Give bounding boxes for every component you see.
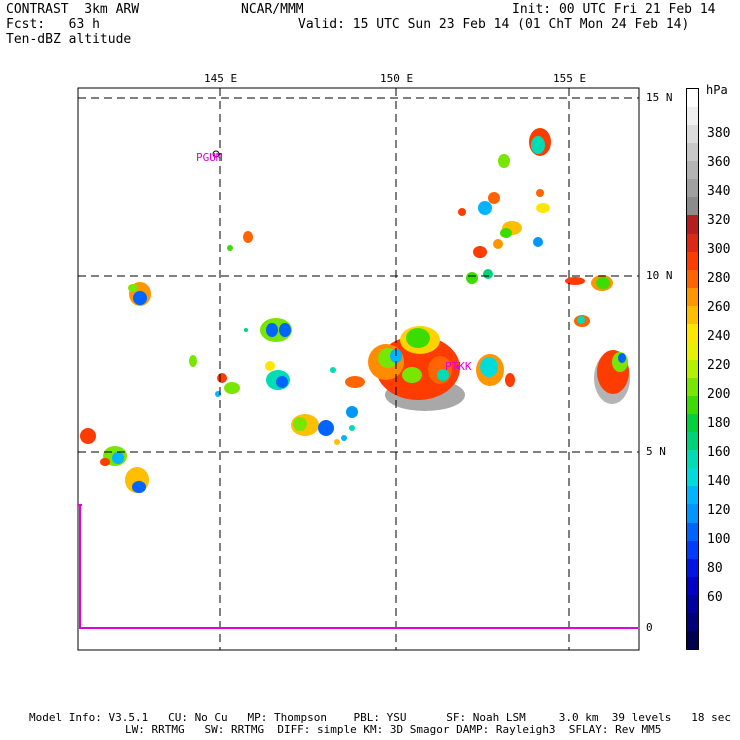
ptkk-marker [456,365,460,369]
forecast-hour: Fcst: 63 h [6,17,100,32]
graticule [78,88,639,650]
colorbar-swatch [687,107,698,126]
init-time: Init: 00 UTC Fri 21 Feb 14 [512,2,716,17]
colorbar-label: 380 [707,126,731,141]
colorbar-swatch [687,233,698,253]
colorbar-swatch [687,341,698,361]
lon-label-145e: 145 E [204,72,238,85]
colorbar-label: 60 [707,590,723,605]
valid-time: Valid: 15 UTC Sun 23 Feb 14 (01 ChT Mon … [298,17,690,32]
colorbar-label: 200 [707,387,731,402]
colorbar-swatch [687,630,698,650]
colorbar-label: 140 [707,474,731,489]
colorbar-swatch [687,215,698,234]
colorbar-swatch [687,305,698,325]
colorbar-unit: hPa [706,83,728,97]
colorbar-swatch [687,612,698,632]
model-info-line1: Model Info: V3.5.1 CU: No Cu MP: Thompso… [29,711,731,724]
model-info-line2: LW: RRTMG SW: RRTMG DIFF: simple KM: 3D … [125,723,662,736]
colorbar [686,88,699,650]
storm-cells [80,128,630,493]
inset-zero-label: 0 [646,621,653,634]
colorbar-label: 80 [707,561,723,576]
colorbar-swatch [687,161,698,180]
field-name: Ten-dBZ altitude [6,32,132,47]
station-label-ptkk: PTKK [445,360,472,373]
colorbar-label: 360 [707,155,731,170]
colorbar-label: 300 [707,242,731,257]
colorbar-swatch [687,468,698,487]
colorbar-swatch [687,359,698,379]
colorbar-label: 260 [707,300,731,315]
colorbar-swatch [687,323,698,343]
colorbar-label: 280 [707,271,731,286]
colorbar-label: 240 [707,329,731,344]
colorbar-swatch [687,396,698,415]
colorbar-swatch [687,594,698,614]
colorbar-swatch [687,378,698,397]
colorbar-swatch [687,450,698,469]
institution-label: NCAR/MMM [241,2,304,17]
colorbar-swatch [687,125,698,144]
colorbar-swatch [687,251,698,271]
colorbar-swatch [687,287,698,307]
colorbar-label: 180 [707,416,731,431]
colorbar-swatch [687,558,698,578]
colorbar-swatch [687,197,698,216]
map-frame [77,87,640,651]
colorbar-swatch [687,269,698,289]
colorbar-swatch [687,432,698,451]
inset-boundary [79,505,638,629]
colorbar-swatch [687,89,698,108]
colorbar-swatch [687,486,698,505]
lon-label-155e: 155 E [553,72,587,85]
colorbar-swatch [687,179,698,198]
colorbar-label: 340 [707,184,731,199]
pgum-marker [212,150,220,158]
lon-label-150e: 150 E [380,72,414,85]
station-label-pgum: PGUM [196,151,223,164]
colorbar-swatch [687,143,698,162]
colorbar-label: 120 [707,503,731,518]
colorbar-label: 220 [707,358,731,373]
colorbar-swatch [687,504,698,524]
colorbar-swatch [687,414,698,433]
colorbar-label: 320 [707,213,731,228]
lat-label-15n: 15 N [646,91,673,104]
colorbar-swatch [687,522,698,542]
colorbar-swatch [687,540,698,560]
colorbar-swatch [687,576,698,596]
colorbar-label: 100 [707,532,731,547]
lat-label-10n: 10 N [646,269,673,282]
model-title: CONTRAST 3km ARW [6,2,140,17]
colorbar-label: 160 [707,445,731,460]
lat-label-5n: 5 N [646,445,666,458]
